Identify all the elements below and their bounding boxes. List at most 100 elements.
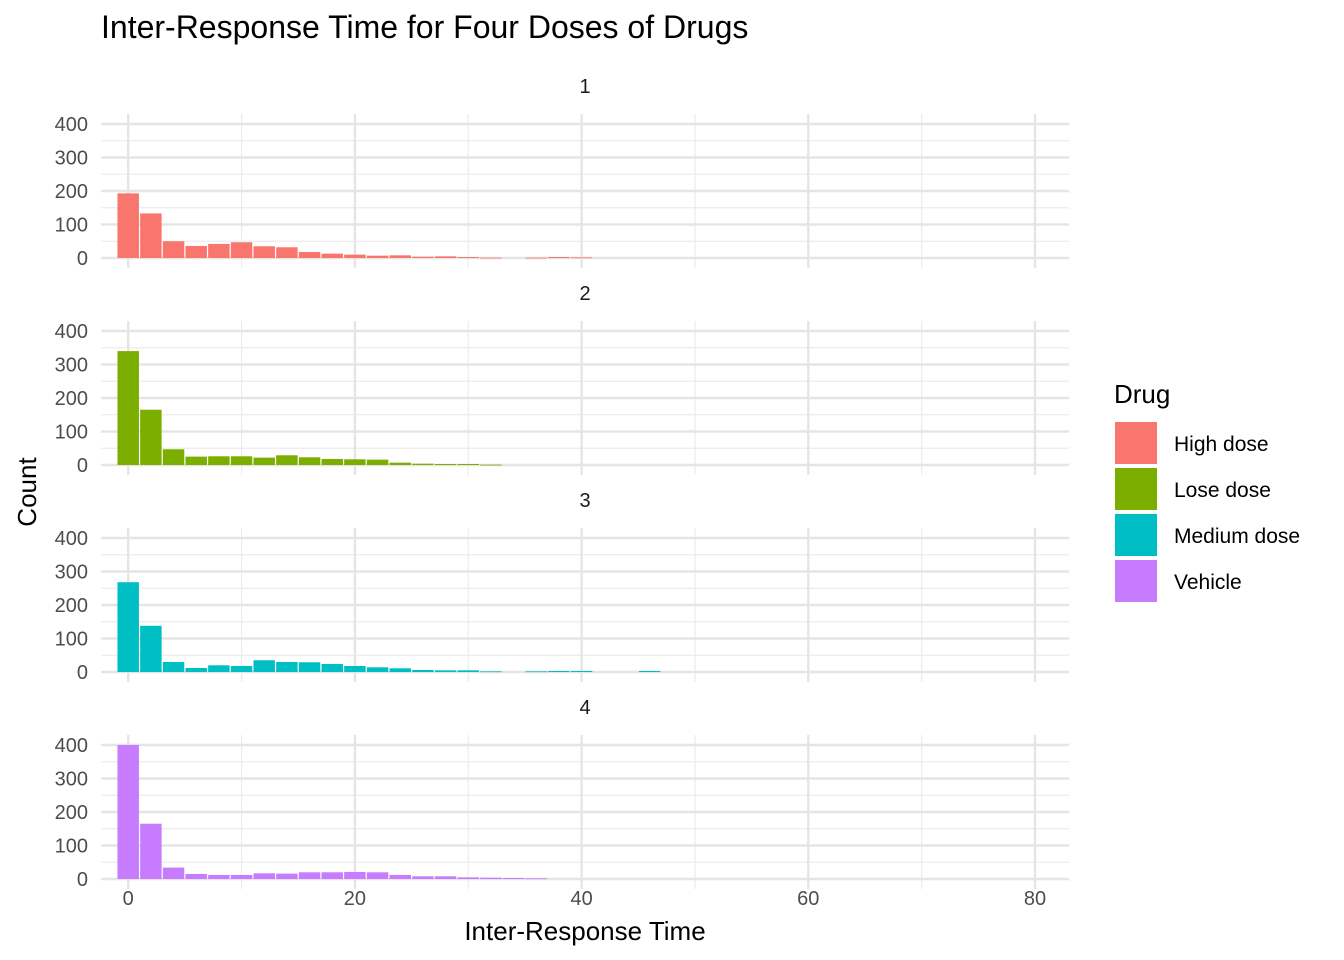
- histogram-bar: [434, 256, 457, 258]
- histogram-bar: [185, 873, 207, 879]
- legend: Drug High dose Lose dose Medium dose Vehicl…: [1114, 379, 1300, 602]
- histogram-bar: [525, 671, 547, 673]
- histogram-bar: [389, 874, 411, 879]
- histogram-bar: [117, 582, 139, 672]
- x-tick-label: 60: [797, 888, 819, 910]
- y-tick-label: 0: [77, 869, 88, 891]
- histogram-bar: [457, 670, 479, 672]
- histogram-bar: [298, 251, 321, 258]
- y-tick-label: 0: [77, 248, 88, 270]
- y-tick-label: 0: [77, 455, 88, 477]
- y-axis-title: Count: [12, 457, 42, 527]
- y-tick-label: 300: [55, 769, 88, 791]
- histogram-bar: [140, 409, 162, 465]
- histogram-bar: [162, 867, 185, 879]
- x-axis-ticks: 0 20 40 60 80: [123, 888, 1046, 910]
- legend-item: High dose: [1115, 422, 1269, 464]
- facet-panels: 1010020030040020100200300400301002003004…: [55, 76, 1069, 891]
- histogram-bar: [366, 872, 389, 879]
- histogram-bar: [525, 878, 547, 880]
- y-tick-label: 100: [55, 836, 88, 858]
- histogram-bar: [366, 667, 389, 672]
- y-tick-label: 200: [55, 802, 88, 824]
- histogram-bar: [298, 872, 321, 879]
- y-tick-label: 200: [55, 595, 88, 617]
- histogram-bar: [457, 877, 479, 879]
- histogram-bar: [389, 255, 411, 258]
- histogram-bar: [230, 874, 253, 879]
- legend-item: Lose dose: [1115, 468, 1271, 510]
- y-tick-label: 300: [55, 355, 88, 377]
- y-tick-label: 400: [55, 321, 88, 343]
- legend-key: [1115, 514, 1157, 556]
- histogram-bar: [389, 668, 411, 672]
- histogram-bar: [230, 665, 253, 672]
- histogram-bar: [344, 665, 366, 672]
- histogram-bar: [276, 455, 298, 465]
- histogram-bar: [276, 873, 298, 879]
- legend-label: Vehicle: [1174, 571, 1242, 594]
- histogram-bar: [140, 213, 162, 258]
- histogram-bar: [548, 256, 570, 258]
- histogram-bar: [185, 667, 207, 672]
- histogram-bar: [344, 254, 366, 258]
- x-tick-label: 0: [123, 888, 134, 910]
- histogram-bar: [434, 876, 457, 879]
- histogram-bar: [208, 665, 230, 672]
- histogram-bar: [525, 257, 547, 259]
- histogram-bar: [412, 256, 434, 258]
- histogram-bar: [321, 663, 343, 672]
- histogram-bar: [457, 463, 479, 465]
- histogram-bar: [162, 241, 185, 258]
- x-tick-label: 20: [344, 888, 366, 910]
- histogram-bar: [412, 876, 434, 879]
- facet-panel-3: 3 0 100 200 300 400: [55, 490, 1069, 684]
- histogram-bar: [480, 257, 502, 259]
- histogram-bar: [140, 823, 162, 879]
- y-tick-label: 200: [55, 388, 88, 410]
- histogram-bar: [548, 670, 570, 672]
- histogram-bar: [366, 459, 389, 465]
- histogram-bar: [480, 671, 502, 673]
- facet-strip-label: 3: [579, 490, 590, 512]
- legend-label: Medium dose: [1174, 525, 1300, 548]
- histogram-bar: [208, 243, 230, 258]
- x-tick-label: 40: [570, 888, 592, 910]
- histogram-bar: [412, 463, 434, 465]
- facet-strip-label: 1: [579, 76, 590, 98]
- histogram-bar: [253, 246, 275, 258]
- facet-strip-label: 4: [579, 697, 590, 719]
- histogram-bar: [140, 625, 162, 672]
- histogram-bar: [208, 874, 230, 879]
- legend-label: High dose: [1174, 433, 1269, 456]
- histogram-bar: [185, 456, 207, 465]
- y-tick-label: 300: [55, 562, 88, 584]
- histogram-bar: [321, 872, 343, 879]
- histogram-bar: [230, 242, 253, 258]
- y-tick-label: 400: [55, 114, 88, 136]
- histogram-bar: [480, 464, 502, 466]
- histogram-bar: [457, 256, 479, 258]
- histogram-bar: [298, 457, 321, 465]
- histogram-bar: [412, 669, 434, 672]
- y-tick-label: 400: [55, 528, 88, 550]
- histogram-bar: [344, 459, 366, 465]
- y-tick-label: 0: [77, 662, 88, 684]
- histogram-bar: [570, 257, 593, 259]
- histogram-bar: [162, 449, 185, 465]
- y-tick-label: 100: [55, 215, 88, 237]
- histogram-bar: [253, 873, 275, 879]
- y-tick-label: 400: [55, 735, 88, 757]
- y-tick-label: 200: [55, 181, 88, 203]
- histogram-bar: [344, 871, 366, 879]
- legend-item: Medium dose: [1115, 514, 1300, 556]
- histogram-bar: [321, 253, 343, 258]
- histogram-bar: [502, 877, 525, 879]
- histogram-bar: [230, 456, 253, 465]
- histogram-bar: [570, 670, 593, 672]
- histogram-bar: [162, 661, 185, 672]
- histogram-bar: [638, 670, 661, 672]
- legend-title: Drug: [1114, 379, 1170, 409]
- histogram-bar: [253, 660, 275, 672]
- histogram-bar: [117, 745, 139, 879]
